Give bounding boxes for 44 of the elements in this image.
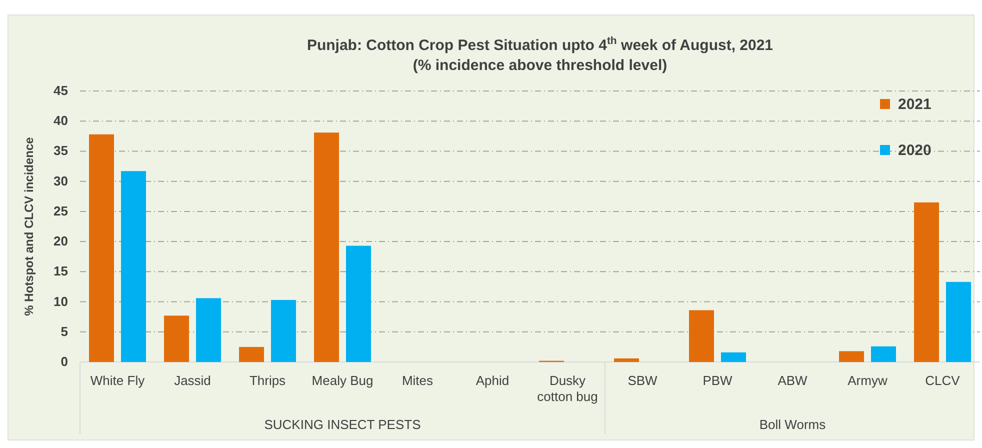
x-tick-label: ABW: [778, 373, 808, 388]
y-tick-label: 25: [54, 203, 68, 218]
bar: [946, 282, 971, 362]
bar: [721, 352, 746, 362]
bar: [614, 358, 639, 362]
x-tick-label: Jassid: [174, 373, 211, 388]
bar: [239, 346, 264, 362]
bar: [121, 171, 146, 362]
bar: [196, 298, 221, 362]
y-tick-label: 15: [54, 264, 68, 279]
y-tick-label: 35: [54, 143, 68, 158]
bar: [689, 310, 714, 362]
bar: [914, 202, 939, 362]
x-tick-label: PBW: [702, 373, 734, 388]
bar: [839, 351, 864, 362]
text: SUCKING INSECT PESTS: [264, 417, 422, 432]
y-axis-title: % Hotspot and CLCV incidence: [22, 136, 36, 316]
y-tick-label: 45: [54, 83, 68, 98]
bar: [346, 246, 371, 362]
y-tick-label: 5: [60, 324, 68, 339]
y-tick-label: 30: [54, 173, 68, 188]
y-tick-label: 10: [54, 294, 68, 309]
x-tick-label: Thrips: [249, 373, 286, 388]
legend-label: 2020: [898, 142, 932, 159]
text: Boll Worms: [759, 417, 826, 432]
y-tick-label: 0: [60, 354, 68, 369]
y-tick-label: 20: [54, 234, 68, 249]
x-tick-label: SBW: [628, 373, 658, 388]
bar: [871, 346, 896, 362]
bar: [314, 132, 339, 362]
chart-title: Punjab: Cotton Crop Pest Situation upto 4$^{th}$ week of August, 2021: [306, 35, 774, 54]
x-tick-label: Aphid: [476, 373, 510, 388]
bar: [164, 316, 189, 362]
chart-subtitle: (% incidence above threshold level): [412, 57, 668, 74]
x-tick-label: White Fly: [90, 373, 146, 388]
bar: [89, 134, 114, 362]
bar: [271, 300, 296, 362]
x-tick-label: Mites: [402, 373, 434, 388]
x-tick-label: Dusky cotton bug: [537, 373, 598, 404]
x-tick-label: CLCV: [925, 373, 960, 388]
x-tick-label: Mealy Bug: [312, 373, 374, 388]
x-tick-label: Armyw: [848, 373, 888, 388]
y-tick-label: 40: [54, 113, 68, 128]
legend-label: 2021: [898, 96, 932, 113]
